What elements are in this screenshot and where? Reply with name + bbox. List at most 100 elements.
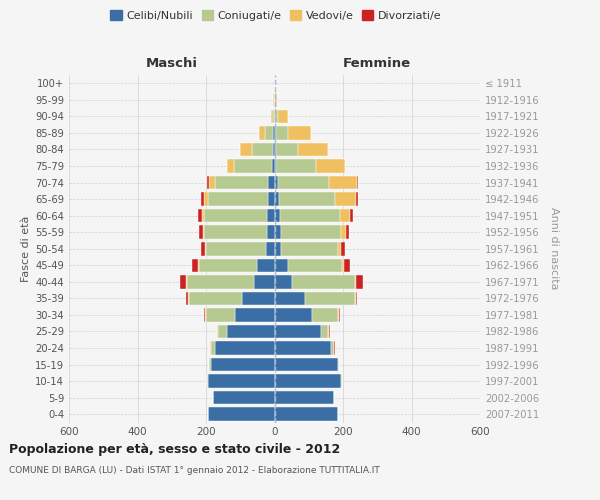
Bar (207, 374, 208, 388)
Text: Femmine: Femmine (343, 57, 412, 70)
Bar (213, 391, 275, 404)
Bar (272, 159, 275, 173)
Bar (259, 126, 265, 140)
Bar (275, 159, 276, 173)
Bar (356, 275, 362, 288)
Bar (273, 93, 274, 106)
Bar (278, 176, 329, 190)
Bar (341, 226, 346, 239)
Bar (329, 176, 356, 190)
Bar (199, 258, 257, 272)
Bar (275, 391, 334, 404)
Bar (281, 226, 341, 239)
Bar (276, 142, 298, 156)
Bar (252, 142, 273, 156)
Bar (211, 342, 215, 355)
Bar (328, 324, 329, 338)
Bar (215, 342, 275, 355)
Bar (273, 142, 275, 156)
Bar (227, 324, 275, 338)
Text: Popolazione per età, sesso e stato civile - 2012: Popolazione per età, sesso e stato civil… (9, 442, 340, 456)
Bar (265, 126, 274, 140)
Bar (254, 275, 275, 288)
Bar (298, 142, 328, 156)
Bar (334, 342, 335, 355)
Bar (335, 192, 356, 206)
Bar (235, 308, 275, 322)
Bar (346, 226, 349, 239)
Bar (203, 308, 205, 322)
Bar (275, 226, 281, 239)
Bar (276, 159, 316, 173)
Bar (275, 93, 277, 106)
Bar (181, 275, 187, 288)
Bar (274, 93, 275, 106)
Bar (274, 126, 275, 140)
Text: COMUNE DI BARGA (LU) - Dati ISTAT 1° gennaio 2012 - Elaborazione TUTTITALIA.IT: COMUNE DI BARGA (LU) - Dati ISTAT 1° gen… (9, 466, 380, 475)
Bar (209, 358, 211, 372)
Text: Maschi: Maschi (146, 57, 198, 70)
Bar (201, 242, 205, 256)
Bar (201, 192, 204, 206)
Bar (305, 292, 355, 305)
Bar (206, 242, 266, 256)
Bar (208, 374, 275, 388)
Bar (292, 275, 355, 288)
Bar (345, 159, 346, 173)
Bar (234, 159, 272, 173)
Bar (338, 308, 340, 322)
Bar (275, 142, 276, 156)
Bar (321, 324, 328, 338)
Bar (275, 358, 338, 372)
Bar (192, 258, 199, 272)
Bar (356, 292, 358, 305)
Bar (275, 275, 292, 288)
Bar (210, 342, 211, 355)
Bar (266, 242, 275, 256)
Bar (312, 308, 338, 322)
Bar (338, 242, 341, 256)
Bar (275, 308, 312, 322)
Bar (340, 209, 350, 222)
Bar (281, 242, 338, 256)
Bar (275, 342, 331, 355)
Bar (217, 324, 218, 338)
Bar (356, 192, 358, 206)
Bar (211, 358, 275, 372)
Bar (268, 176, 275, 190)
Bar (316, 159, 345, 173)
Bar (208, 176, 209, 190)
Bar (206, 308, 235, 322)
Bar (209, 176, 215, 190)
Bar (240, 142, 252, 156)
Bar (218, 324, 227, 338)
Bar (257, 258, 275, 272)
Bar (355, 292, 356, 305)
Bar (355, 275, 356, 288)
Bar (275, 176, 278, 190)
Bar (275, 126, 287, 140)
Bar (208, 192, 268, 206)
Y-axis label: Anni di nascita: Anni di nascita (549, 208, 559, 290)
Bar (205, 308, 206, 322)
Bar (275, 258, 287, 272)
Bar (275, 408, 338, 421)
Bar (287, 126, 311, 140)
Bar (187, 275, 254, 288)
Bar (273, 110, 275, 123)
Bar (267, 209, 275, 222)
Bar (356, 176, 358, 190)
Bar (198, 209, 202, 222)
Bar (189, 292, 242, 305)
Bar (199, 226, 203, 239)
Bar (278, 192, 335, 206)
Bar (275, 209, 280, 222)
Bar (287, 258, 343, 272)
Bar (187, 292, 188, 305)
Y-axis label: Fasce di età: Fasce di età (21, 216, 31, 282)
Bar (242, 292, 275, 305)
Bar (204, 192, 208, 206)
Bar (203, 226, 267, 239)
Legend: Celibi/Nubili, Coniugati/e, Vedovi/e, Divorziati/e: Celibi/Nubili, Coniugati/e, Vedovi/e, Di… (106, 6, 446, 25)
Bar (278, 110, 288, 123)
